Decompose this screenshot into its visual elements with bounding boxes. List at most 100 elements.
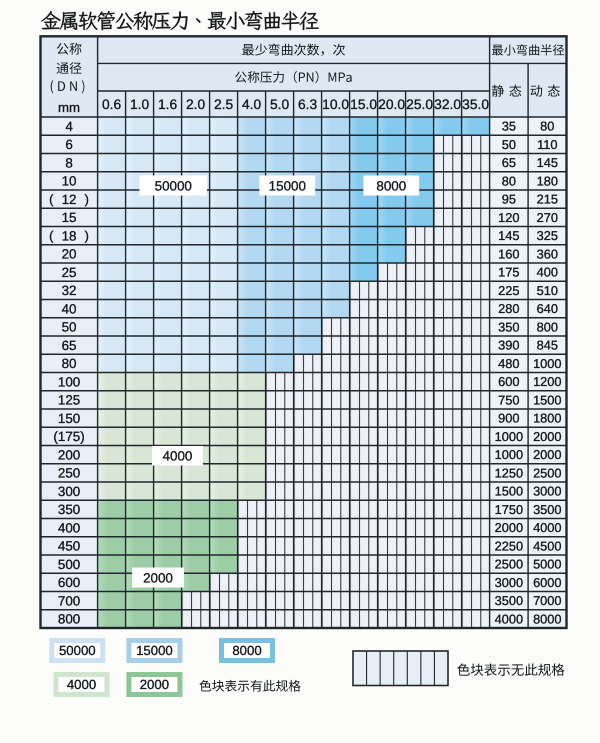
svg-text:1000: 1000 [495, 447, 523, 462]
svg-text:20.0: 20.0 [378, 97, 405, 112]
svg-text:350: 350 [498, 319, 519, 334]
svg-text:4: 4 [65, 119, 73, 134]
svg-text:95: 95 [502, 192, 516, 207]
svg-text:510: 510 [537, 283, 558, 298]
svg-text:4000: 4000 [495, 611, 523, 626]
svg-text:mm: mm [58, 100, 80, 115]
svg-text:800: 800 [537, 319, 558, 334]
svg-text:4.0: 4.0 [242, 97, 262, 112]
svg-text:640: 640 [537, 301, 558, 316]
svg-text:32.0: 32.0 [434, 97, 461, 112]
svg-text:50000: 50000 [155, 178, 192, 193]
svg-text:3000: 3000 [495, 575, 523, 590]
svg-text:2.5: 2.5 [214, 97, 234, 112]
svg-text:20: 20 [62, 247, 77, 262]
svg-text:360: 360 [537, 246, 558, 261]
svg-text:0.6: 0.6 [102, 97, 122, 112]
svg-text:270: 270 [537, 210, 558, 225]
svg-text:6.3: 6.3 [298, 97, 318, 112]
svg-text:600: 600 [498, 374, 519, 389]
svg-text:50: 50 [62, 320, 77, 335]
svg-text:40: 40 [62, 301, 77, 316]
svg-text:120: 120 [498, 210, 519, 225]
svg-text:80: 80 [62, 356, 77, 371]
svg-text:180: 180 [537, 173, 558, 188]
svg-text:450: 450 [58, 539, 80, 554]
svg-text:6000: 6000 [533, 575, 561, 590]
svg-text:12: 12 [62, 192, 77, 207]
svg-text:400: 400 [537, 265, 558, 280]
svg-text:480: 480 [498, 356, 519, 371]
svg-text:): ) [85, 228, 89, 243]
svg-text:900: 900 [498, 411, 519, 426]
svg-text:175: 175 [498, 265, 519, 280]
svg-text:110: 110 [537, 137, 557, 152]
svg-text:18: 18 [62, 228, 77, 243]
svg-text:80: 80 [502, 173, 516, 188]
svg-text:2250: 2250 [495, 538, 523, 553]
svg-text:2000: 2000 [533, 429, 561, 444]
svg-text:2000: 2000 [533, 447, 561, 462]
svg-text:6: 6 [65, 137, 72, 152]
svg-text:1.6: 1.6 [158, 97, 178, 112]
svg-text:3000: 3000 [533, 484, 561, 499]
svg-text:4500: 4500 [533, 538, 561, 553]
svg-text:500: 500 [58, 557, 80, 572]
svg-text:2000: 2000 [143, 570, 173, 585]
svg-text:250: 250 [58, 466, 80, 481]
svg-text:1800: 1800 [533, 411, 561, 426]
svg-text:35: 35 [502, 119, 516, 134]
svg-text:10.0: 10.0 [322, 97, 349, 112]
svg-text:15: 15 [62, 210, 77, 225]
svg-text:280: 280 [498, 301, 519, 316]
svg-text:800: 800 [58, 612, 80, 627]
svg-text:25.0: 25.0 [406, 97, 433, 112]
svg-text:1500: 1500 [533, 392, 561, 407]
svg-text:2.0: 2.0 [186, 97, 206, 112]
svg-text:65: 65 [62, 338, 77, 353]
svg-text:25: 25 [62, 265, 77, 280]
svg-text:2500: 2500 [495, 557, 523, 572]
svg-text:215: 215 [537, 192, 558, 207]
svg-text:4000: 4000 [163, 449, 193, 464]
svg-text:2000: 2000 [140, 677, 169, 692]
svg-text:3500: 3500 [495, 593, 523, 608]
svg-text:8000: 8000 [376, 178, 406, 193]
svg-text:15.0: 15.0 [350, 97, 377, 112]
svg-text:700: 700 [58, 593, 80, 608]
svg-text:50000: 50000 [59, 643, 96, 658]
svg-text:2500: 2500 [533, 465, 561, 480]
svg-text:5.0: 5.0 [270, 97, 290, 112]
svg-text:4000: 4000 [533, 520, 561, 535]
svg-text:10: 10 [62, 174, 77, 189]
svg-text:400: 400 [58, 520, 80, 535]
svg-text:35.0: 35.0 [462, 97, 489, 112]
svg-text:8: 8 [65, 155, 72, 170]
svg-text:160: 160 [498, 246, 519, 261]
svg-text:7000: 7000 [533, 593, 561, 608]
svg-text:8000: 8000 [533, 611, 561, 626]
svg-text:15000: 15000 [136, 643, 173, 658]
svg-text:(: ( [49, 228, 54, 243]
svg-text:125: 125 [58, 393, 80, 408]
svg-text:3500: 3500 [533, 502, 561, 517]
svg-text:225: 225 [498, 283, 519, 298]
svg-text:1000: 1000 [533, 356, 561, 371]
svg-text:325: 325 [537, 228, 558, 243]
svg-text:1250: 1250 [495, 465, 523, 480]
svg-text:145: 145 [537, 155, 558, 170]
svg-text:1200: 1200 [533, 374, 561, 389]
svg-text:15000: 15000 [269, 178, 306, 193]
svg-text:300: 300 [58, 484, 80, 499]
svg-text:750: 750 [498, 392, 519, 407]
svg-text:845: 845 [537, 338, 558, 353]
svg-text:4000: 4000 [67, 677, 96, 692]
svg-text:350: 350 [58, 502, 80, 517]
svg-text:65: 65 [502, 155, 516, 170]
svg-text:100: 100 [58, 374, 80, 389]
svg-text:1500: 1500 [495, 484, 523, 499]
svg-text:(: ( [49, 192, 54, 207]
svg-text:1750: 1750 [495, 502, 523, 517]
svg-text:32: 32 [62, 283, 77, 298]
svg-text:600: 600 [58, 575, 80, 590]
